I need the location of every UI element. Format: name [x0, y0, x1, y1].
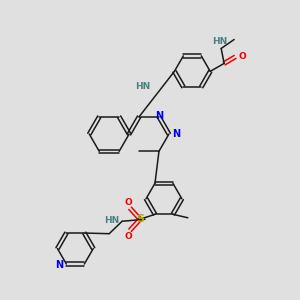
Text: N: N — [172, 129, 181, 139]
Text: O: O — [124, 198, 132, 207]
Text: HN: HN — [212, 37, 227, 46]
Text: O: O — [238, 52, 246, 61]
Text: HN: HN — [135, 82, 150, 91]
Text: N: N — [55, 260, 63, 270]
Text: O: O — [124, 232, 132, 241]
Text: HN: HN — [104, 216, 120, 225]
Text: N: N — [155, 111, 164, 121]
Text: S: S — [136, 214, 144, 224]
